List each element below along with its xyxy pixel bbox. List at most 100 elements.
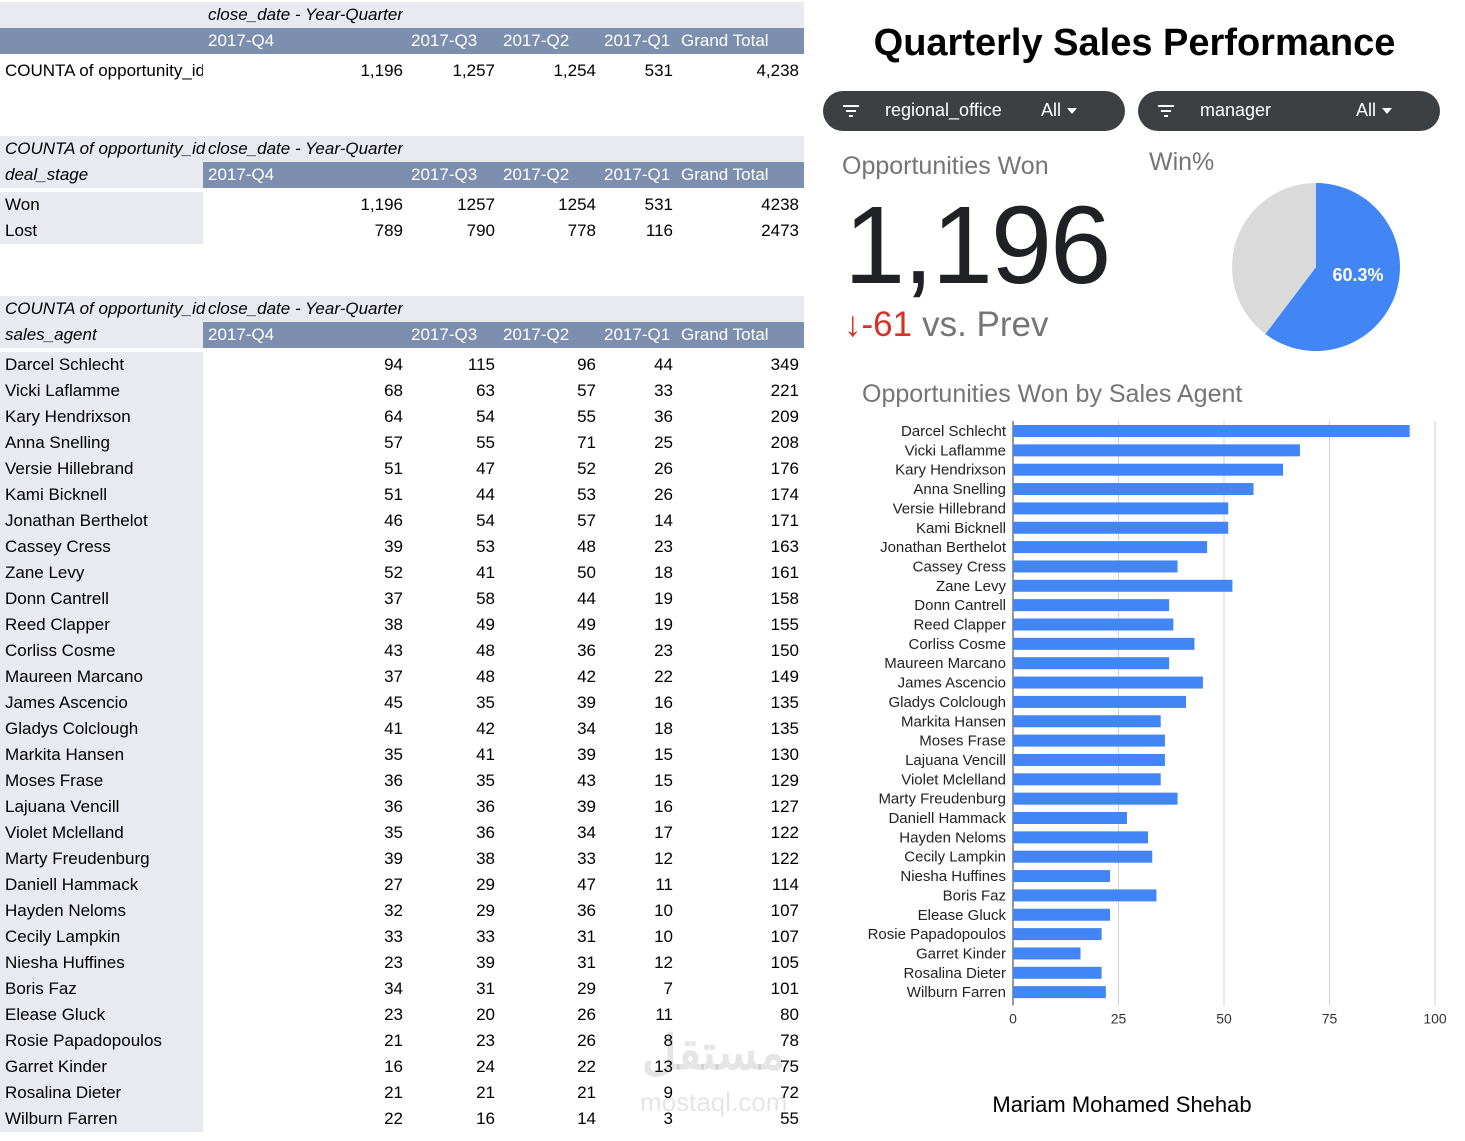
cell-value: 155 bbox=[770, 615, 799, 634]
cell-value: 42 bbox=[577, 667, 596, 686]
cell-value: 64 bbox=[384, 407, 403, 426]
delta-label: vs. Prev bbox=[922, 305, 1049, 344]
cell-value: 1,254 bbox=[553, 61, 596, 80]
pivot-header-row: COUNTA of opportunity_id close_date - Ye… bbox=[0, 296, 804, 322]
cell-value: 163 bbox=[770, 537, 799, 556]
cell-value: 48 bbox=[577, 537, 596, 556]
cell-value: 68 bbox=[384, 381, 403, 400]
table-row: Garret Kinder 16 24 22 13 75 bbox=[0, 1054, 804, 1080]
cell-value: 18 bbox=[654, 719, 673, 738]
cell-value: 158 bbox=[770, 589, 799, 608]
cell-value: 36 bbox=[476, 797, 495, 816]
cell-value: 80 bbox=[780, 1005, 799, 1024]
category-label: Moses Frase bbox=[919, 733, 1006, 750]
cell-value: 51 bbox=[384, 459, 403, 478]
table-row: Versie Hillebrand 51 47 52 26 176 bbox=[0, 456, 804, 482]
table-row: Kary Hendrixson 64 54 55 36 209 bbox=[0, 404, 804, 430]
pivot-table-deal-stage: COUNTA of opportunity_id close_date - Ye… bbox=[0, 136, 804, 244]
table-row: Won 1,196 1257 1254 531 4238 bbox=[0, 192, 804, 218]
table-row: Marty Freudenburg 39 38 33 12 122 bbox=[0, 846, 804, 872]
cell-value: 135 bbox=[770, 719, 799, 738]
cell-value: 789 bbox=[374, 221, 403, 240]
row-label: Anna Snelling bbox=[0, 430, 203, 456]
cell-value: 12 bbox=[654, 953, 673, 972]
row-label: Zane Levy bbox=[0, 560, 203, 586]
cell-value: 209 bbox=[770, 407, 799, 426]
cell-value: 42 bbox=[476, 719, 495, 738]
cell-value: 10 bbox=[654, 927, 673, 946]
cell-value: 39 bbox=[577, 797, 596, 816]
table-row: Corliss Cosme 43 48 36 23 150 bbox=[0, 638, 804, 664]
cell-value: 18 bbox=[654, 563, 673, 582]
category-label: Donn Cantrell bbox=[914, 597, 1006, 614]
filter-icon bbox=[843, 105, 859, 117]
row-label: Lajuana Vencill bbox=[0, 794, 203, 820]
cell-value: 174 bbox=[770, 485, 799, 504]
cell-value: 4238 bbox=[761, 195, 799, 214]
col-header: 2017-Q2 bbox=[503, 325, 570, 344]
col-header: 2017-Q4 bbox=[208, 325, 275, 344]
category-label: Kary Hendrixson bbox=[895, 462, 1006, 479]
bar bbox=[1013, 773, 1161, 786]
table-row: Niesha Huffines 23 39 31 12 105 bbox=[0, 950, 804, 976]
cell-value: 101 bbox=[770, 979, 799, 998]
cell-value: 13 bbox=[654, 1057, 673, 1076]
cell-value: 39 bbox=[476, 953, 495, 972]
cell-value: 36 bbox=[476, 823, 495, 842]
row-label: Versie Hillebrand bbox=[0, 456, 203, 482]
date-header: close_date - Year-Quarter bbox=[208, 139, 403, 158]
table-row: Zane Levy 52 41 50 18 161 bbox=[0, 560, 804, 586]
category-label: Elease Gluck bbox=[918, 907, 1007, 924]
cell-value: 21 bbox=[476, 1083, 495, 1102]
cell-value: 48 bbox=[476, 667, 495, 686]
cell-value: 75 bbox=[780, 1057, 799, 1076]
bar bbox=[1013, 676, 1203, 689]
cell-value: 36 bbox=[654, 407, 673, 426]
cell-value: 35 bbox=[476, 693, 495, 712]
cell-value: 44 bbox=[654, 355, 673, 374]
cell-value: 19 bbox=[654, 589, 673, 608]
bar bbox=[1013, 463, 1284, 476]
cell-value: 31 bbox=[577, 927, 596, 946]
filter-value[interactable]: All bbox=[1041, 100, 1078, 121]
row-label: Jonathan Berthelot bbox=[0, 508, 203, 534]
filter-value[interactable]: All bbox=[1356, 100, 1393, 121]
table-row: Elease Gluck 23 20 26 11 80 bbox=[0, 1002, 804, 1028]
bar bbox=[1013, 928, 1102, 941]
metric-label: COUNTA of opportunity_id bbox=[5, 139, 206, 158]
filter-manager[interactable]: manager All bbox=[1138, 91, 1440, 131]
cell-value: 37 bbox=[384, 667, 403, 686]
row-label: Maureen Marcano bbox=[0, 664, 203, 690]
category-label: Rosie Papadopoulos bbox=[868, 926, 1006, 943]
cell-value: 31 bbox=[577, 953, 596, 972]
bar bbox=[1013, 947, 1081, 960]
table-row: Rosie Papadopoulos 21 23 26 8 78 bbox=[0, 1028, 804, 1054]
cell-value: 48 bbox=[476, 641, 495, 660]
cell-value: 35 bbox=[384, 745, 403, 764]
pie-data-label: 60.3% bbox=[1332, 265, 1383, 285]
cell-value: 49 bbox=[476, 615, 495, 634]
cell-value: 44 bbox=[476, 485, 495, 504]
cell-value: 71 bbox=[577, 433, 596, 452]
cell-value: 176 bbox=[770, 459, 799, 478]
cell-value: 12 bbox=[654, 849, 673, 868]
caret-down-icon bbox=[1382, 108, 1393, 115]
category-label: Hayden Neloms bbox=[899, 829, 1006, 846]
cell-value: 24 bbox=[476, 1057, 495, 1076]
table-row: Cecily Lampkin 33 33 31 10 107 bbox=[0, 924, 804, 950]
cell-value: 27 bbox=[384, 875, 403, 894]
row-label: Moses Frase bbox=[0, 768, 203, 794]
row-label: Reed Clapper bbox=[0, 612, 203, 638]
category-label: Jonathan Berthelot bbox=[880, 539, 1007, 556]
cell-value: 36 bbox=[577, 901, 596, 920]
table-row: Vicki Laflamme 68 63 57 33 221 bbox=[0, 378, 804, 404]
cell-value: 63 bbox=[476, 381, 495, 400]
cell-value: 39 bbox=[577, 693, 596, 712]
row-label: Marty Freudenburg bbox=[0, 846, 203, 872]
scorecard-delta: ↓-61 vs. Prev bbox=[844, 305, 1049, 345]
filter-regional-office[interactable]: regional_office All bbox=[823, 91, 1125, 131]
cell-value: 14 bbox=[577, 1109, 596, 1128]
col-header: Grand Total bbox=[681, 325, 769, 344]
category-label: Reed Clapper bbox=[913, 617, 1006, 634]
cell-value: 41 bbox=[476, 745, 495, 764]
